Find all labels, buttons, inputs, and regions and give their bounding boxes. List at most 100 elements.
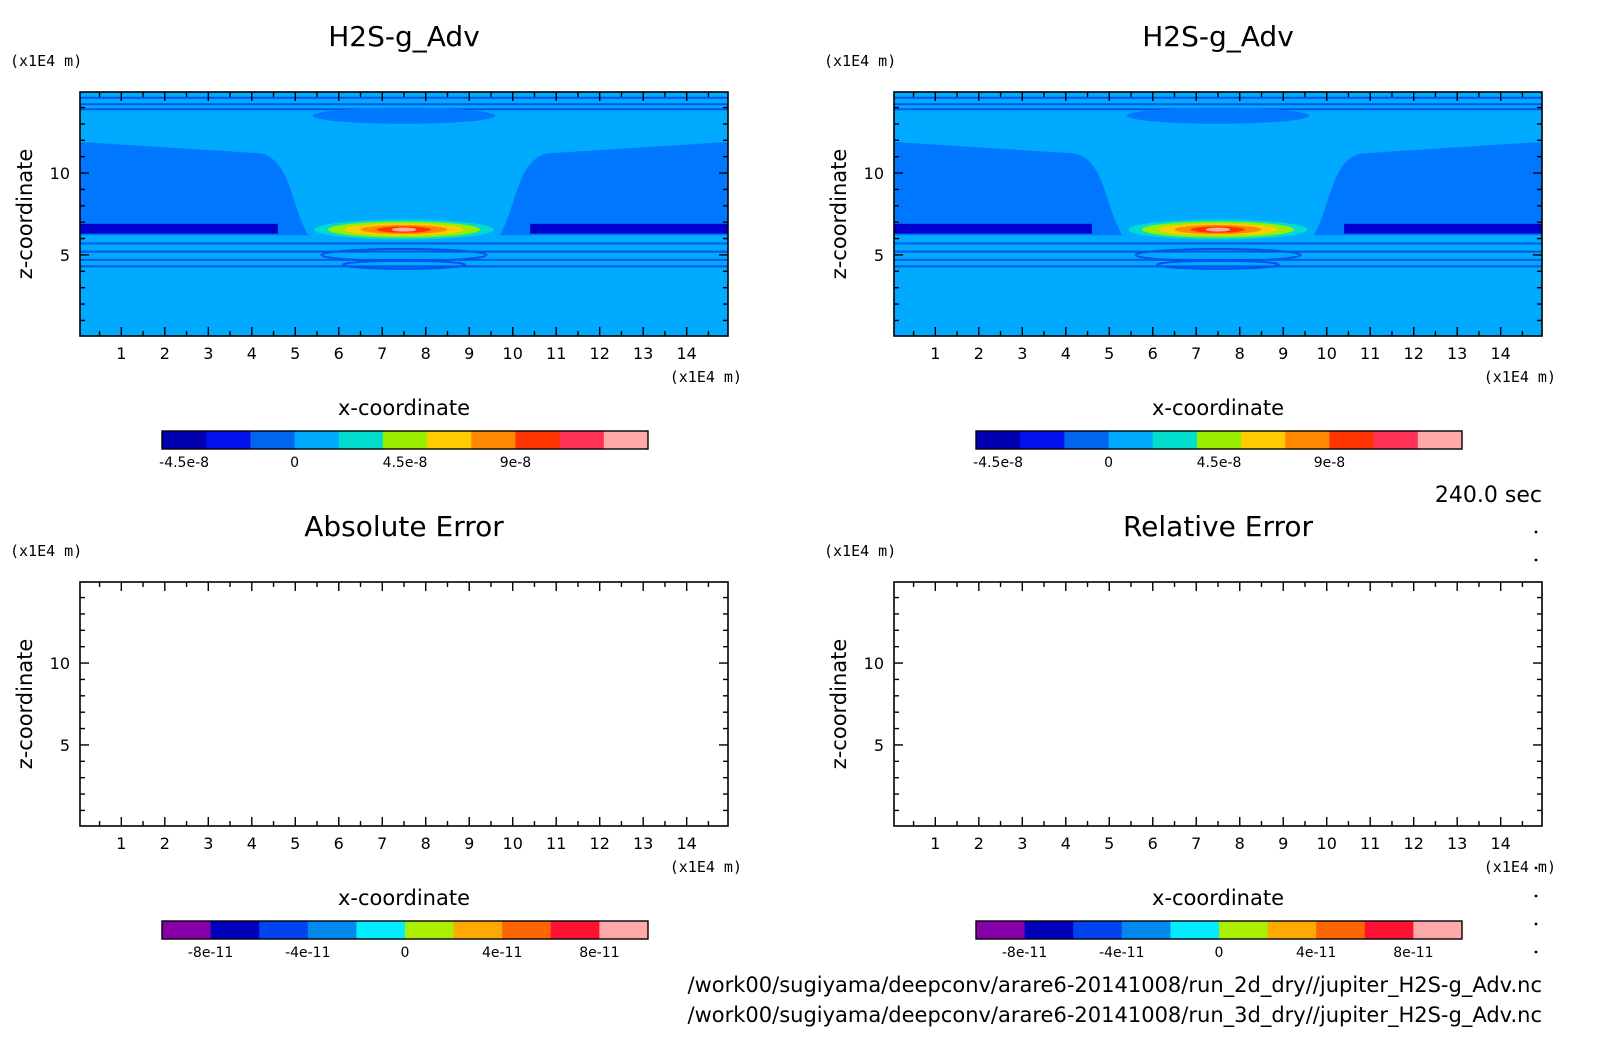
x-tick-label: 9 <box>1278 344 1288 363</box>
colorbar-swatch <box>1020 431 1065 449</box>
x-tick-label: 8 <box>421 344 431 363</box>
y-unit-label: (x1E4 m) <box>824 542 896 560</box>
colorbar-label: 0 <box>290 455 299 471</box>
x-tick-label: 2 <box>160 834 170 853</box>
colorbar-swatch <box>976 921 1026 939</box>
colorbar-swatch <box>210 921 260 939</box>
x-tick-label: 10 <box>1317 834 1337 853</box>
colorbar-swatch <box>502 921 552 939</box>
colorbar-label: 4.5e-8 <box>1197 455 1242 471</box>
x-tick-label: 7 <box>1191 834 1201 853</box>
colorbar-label: -4.5e-8 <box>159 455 209 471</box>
colorbar-label: -8e-11 <box>1002 945 1047 961</box>
time-label: 240.0 sec <box>1435 483 1542 508</box>
colorbar-swatch <box>307 921 357 939</box>
plot-frame <box>79 581 729 827</box>
colorbar-swatch <box>427 431 472 449</box>
x-tick-label: 12 <box>590 834 610 853</box>
contour-core <box>391 227 417 232</box>
x-tick-label: 13 <box>633 344 653 363</box>
x-axis-title: x-coordinate <box>338 886 470 910</box>
chart-panel-top-left: H2S-g_Adv(x1E4 m)1 2 3 4 5 6 7 8 9 10 11 12 13 14510(… <box>10 20 742 471</box>
colorbar-frame <box>161 920 649 940</box>
x-tick-label: 12 <box>1404 834 1424 853</box>
x-tick-label: 10 <box>1317 344 1337 363</box>
x-tick-label: 1 <box>116 834 126 853</box>
colorbar-swatch <box>1064 431 1110 449</box>
x-tick-label: 11 <box>546 344 566 363</box>
x-unit-label: (x1E4 m) <box>1484 368 1556 386</box>
colorbar-label: -4e-11 <box>1099 945 1144 961</box>
contour-field <box>894 92 1542 336</box>
colorbar-swatch <box>162 431 207 449</box>
margin-dot <box>1534 558 1538 562</box>
x-tick-label: 14 <box>677 834 697 853</box>
x-tick-label: 5 <box>1104 834 1114 853</box>
margin-dot <box>1534 530 1538 534</box>
x-tick-label: 4 <box>1061 834 1071 853</box>
colorbar-label: 9e-8 <box>1314 455 1345 471</box>
margin-dot <box>1534 894 1538 898</box>
margin-dot <box>1534 922 1538 926</box>
x-tick-label: 5 <box>1104 344 1114 363</box>
x-tick-label: 8 <box>1235 344 1245 363</box>
colorbar-swatch <box>1121 921 1171 939</box>
colorbar-swatch <box>1170 921 1220 939</box>
colorbar-swatch <box>1024 921 1074 939</box>
file-path-label: /work00/sugiyama/deepconv/arare6-2014100… <box>688 1003 1543 1028</box>
x-tick-label: 3 <box>1017 344 1027 363</box>
y-tick-label: 10 <box>50 654 70 673</box>
y-tick-label: 10 <box>864 654 884 673</box>
y-tick-label: 5 <box>60 246 70 265</box>
colorbar-label: -4.5e-8 <box>973 455 1023 471</box>
x-tick-label: 10 <box>503 344 523 363</box>
x-tick-label: 1 <box>930 344 940 363</box>
panel-title: Relative Error <box>1123 510 1314 543</box>
colorbar-swatch <box>405 921 455 939</box>
colorbar-label: 4e-11 <box>1296 945 1336 961</box>
x-tick-label: 10 <box>503 834 523 853</box>
x-tick-label: 11 <box>1360 344 1380 363</box>
colorbar-swatch <box>1413 921 1463 939</box>
colorbar-label: 8e-11 <box>1393 945 1433 961</box>
colorbar-swatch <box>294 431 340 449</box>
y-axis-title: z-coordinate <box>827 149 851 280</box>
colorbar-swatch <box>550 921 600 939</box>
colorbar-swatch <box>1285 431 1330 449</box>
colorbar-swatch <box>599 921 649 939</box>
colorbar-frame <box>161 430 649 450</box>
x-tick-label: 6 <box>1148 834 1158 853</box>
x-tick-label: 1 <box>930 834 940 853</box>
colorbar-frame <box>975 430 1463 450</box>
x-tick-label: 7 <box>377 344 387 363</box>
contour-band-left <box>80 223 278 234</box>
colorbar-swatch <box>206 431 251 449</box>
y-tick-label: 5 <box>874 246 884 265</box>
y-unit-label: (x1E4 m) <box>824 52 896 70</box>
contour-region-left <box>894 141 1123 236</box>
x-tick-label: 3 <box>203 834 213 853</box>
colorbar-swatch <box>471 431 516 449</box>
colorbar-swatch <box>1196 431 1242 449</box>
x-tick-label: 6 <box>334 834 344 853</box>
colorbar-label: -4e-11 <box>285 945 330 961</box>
x-tick-label: 9 <box>464 344 474 363</box>
colorbar-swatch <box>250 431 296 449</box>
chart-panel-bottom-left: Absolute Error(x1E4 m)1 2 3 4 5 6 7 8 9 10 11 12 13 1… <box>10 510 742 961</box>
x-tick-label: 4 <box>247 344 257 363</box>
colorbar-label: 0 <box>1215 945 1224 961</box>
contour-lower-lens-2 <box>342 259 466 270</box>
x-tick-label: 2 <box>974 834 984 853</box>
colorbar-swatch <box>559 431 605 449</box>
colorbar-swatch <box>1373 431 1419 449</box>
margin-dot <box>1534 950 1538 954</box>
colorbar-swatch <box>1219 921 1269 939</box>
colorbar-label: 8e-11 <box>579 945 619 961</box>
contour-region-left <box>80 141 309 236</box>
contour-band-left <box>894 223 1092 234</box>
colorbar-label: 9e-8 <box>500 455 531 471</box>
x-tick-label: 1 <box>116 344 126 363</box>
x-unit-label: (x1E4 m) <box>670 858 742 876</box>
colorbar-swatch <box>1108 431 1154 449</box>
colorbar: -8e-11 -4e-11 0 4e-11 8e-11 <box>975 920 1463 961</box>
